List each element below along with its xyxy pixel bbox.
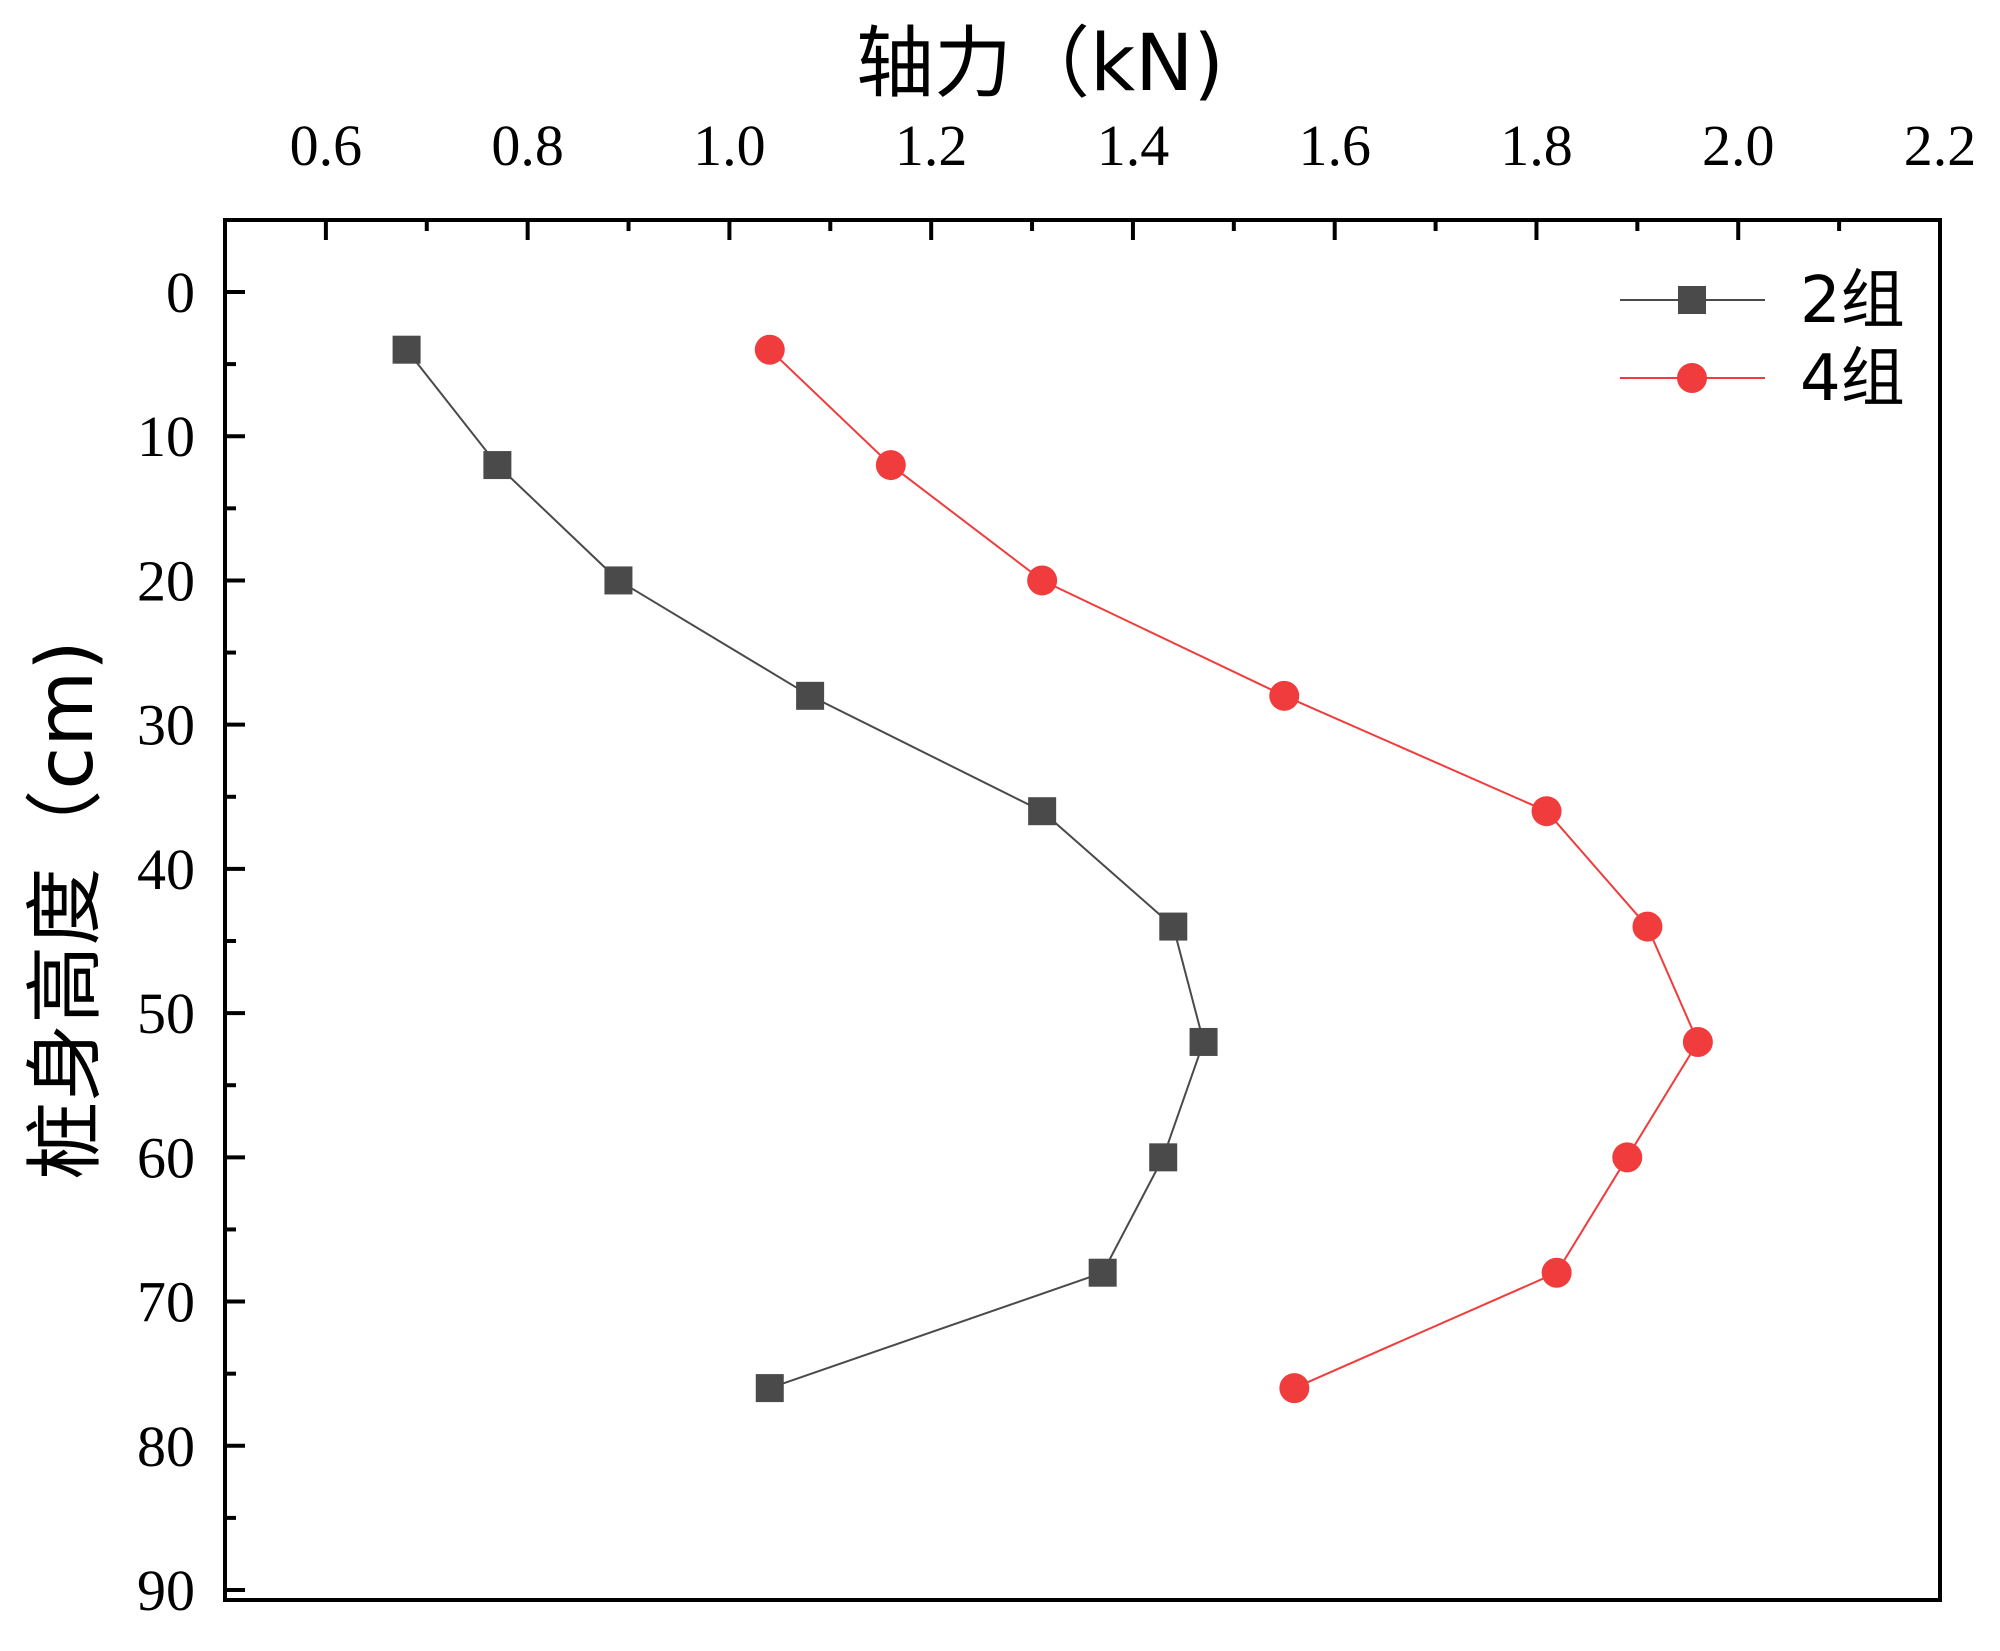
legend-marker xyxy=(1678,286,1706,314)
y-tick-label: 30 xyxy=(137,693,195,758)
y-tick-label: 20 xyxy=(137,548,195,613)
data-point xyxy=(483,451,512,480)
y-tick-label: 40 xyxy=(137,837,195,902)
data-point xyxy=(1149,1143,1178,1172)
x-tick-label: 0.6 xyxy=(290,113,363,178)
data-point xyxy=(755,1374,784,1403)
x-tick-label: 2.0 xyxy=(1702,113,1775,178)
data-point xyxy=(1541,1257,1572,1288)
series-1 xyxy=(392,335,1218,1403)
data-point xyxy=(1028,797,1057,826)
data-point xyxy=(1027,565,1058,596)
x-tick-label: 1.4 xyxy=(1097,113,1170,178)
y-tick-label: 70 xyxy=(137,1270,195,1335)
y-tick-label: 60 xyxy=(137,1125,195,1190)
x-tick-label: 0.8 xyxy=(491,113,564,178)
y-tick-label: 80 xyxy=(137,1414,195,1479)
data-point xyxy=(1269,680,1300,711)
x-axis-ticks: 0.6 0.8 1.0 1.2 1.4 1.6 1.8 2.0 2.2 xyxy=(290,113,1977,240)
x-tick-label: 1.2 xyxy=(895,113,968,178)
series-line xyxy=(769,348,1700,1390)
data-point xyxy=(1159,912,1188,941)
x-tick-label: 1.6 xyxy=(1298,113,1371,178)
x-tick-label: 1.8 xyxy=(1500,113,1573,178)
data-point xyxy=(754,334,785,365)
data-point xyxy=(875,450,906,481)
y-axis-title: 桩身高度（cm) xyxy=(21,640,111,1179)
series-2 xyxy=(754,334,1713,1404)
y-tick-label: 50 xyxy=(137,981,195,1046)
y-tick-label: 10 xyxy=(137,404,195,469)
legend-label: 4组 xyxy=(1800,342,1905,416)
legend-label: 2组 xyxy=(1800,264,1905,338)
data-point xyxy=(1632,911,1663,942)
data-point xyxy=(1279,1373,1310,1404)
x-tick-label: 1.0 xyxy=(693,113,766,178)
y-tick-label: 0 xyxy=(166,260,195,325)
data-point xyxy=(392,335,421,364)
series-layer xyxy=(392,334,1713,1404)
data-point xyxy=(1612,1142,1643,1173)
y-axis-ticks: 0 10 20 30 40 50 60 70 80 90 xyxy=(137,260,245,1623)
y-tick-label: 90 xyxy=(137,1558,195,1623)
data-point xyxy=(1189,1027,1218,1056)
x-tick-label: 2.2 xyxy=(1904,113,1977,178)
legend-item: 2组 xyxy=(1620,264,1905,338)
plot-frame xyxy=(223,218,1942,1602)
series-line xyxy=(405,349,1205,1390)
data-point xyxy=(1531,796,1562,827)
data-point xyxy=(604,566,633,595)
data-point xyxy=(796,681,825,710)
x-axis-title: 轴力（kN) xyxy=(856,19,1224,109)
data-point xyxy=(1682,1026,1713,1057)
legend-item: 4组 xyxy=(1620,342,1905,416)
data-point xyxy=(1088,1258,1117,1287)
legend-marker xyxy=(1677,363,1707,393)
